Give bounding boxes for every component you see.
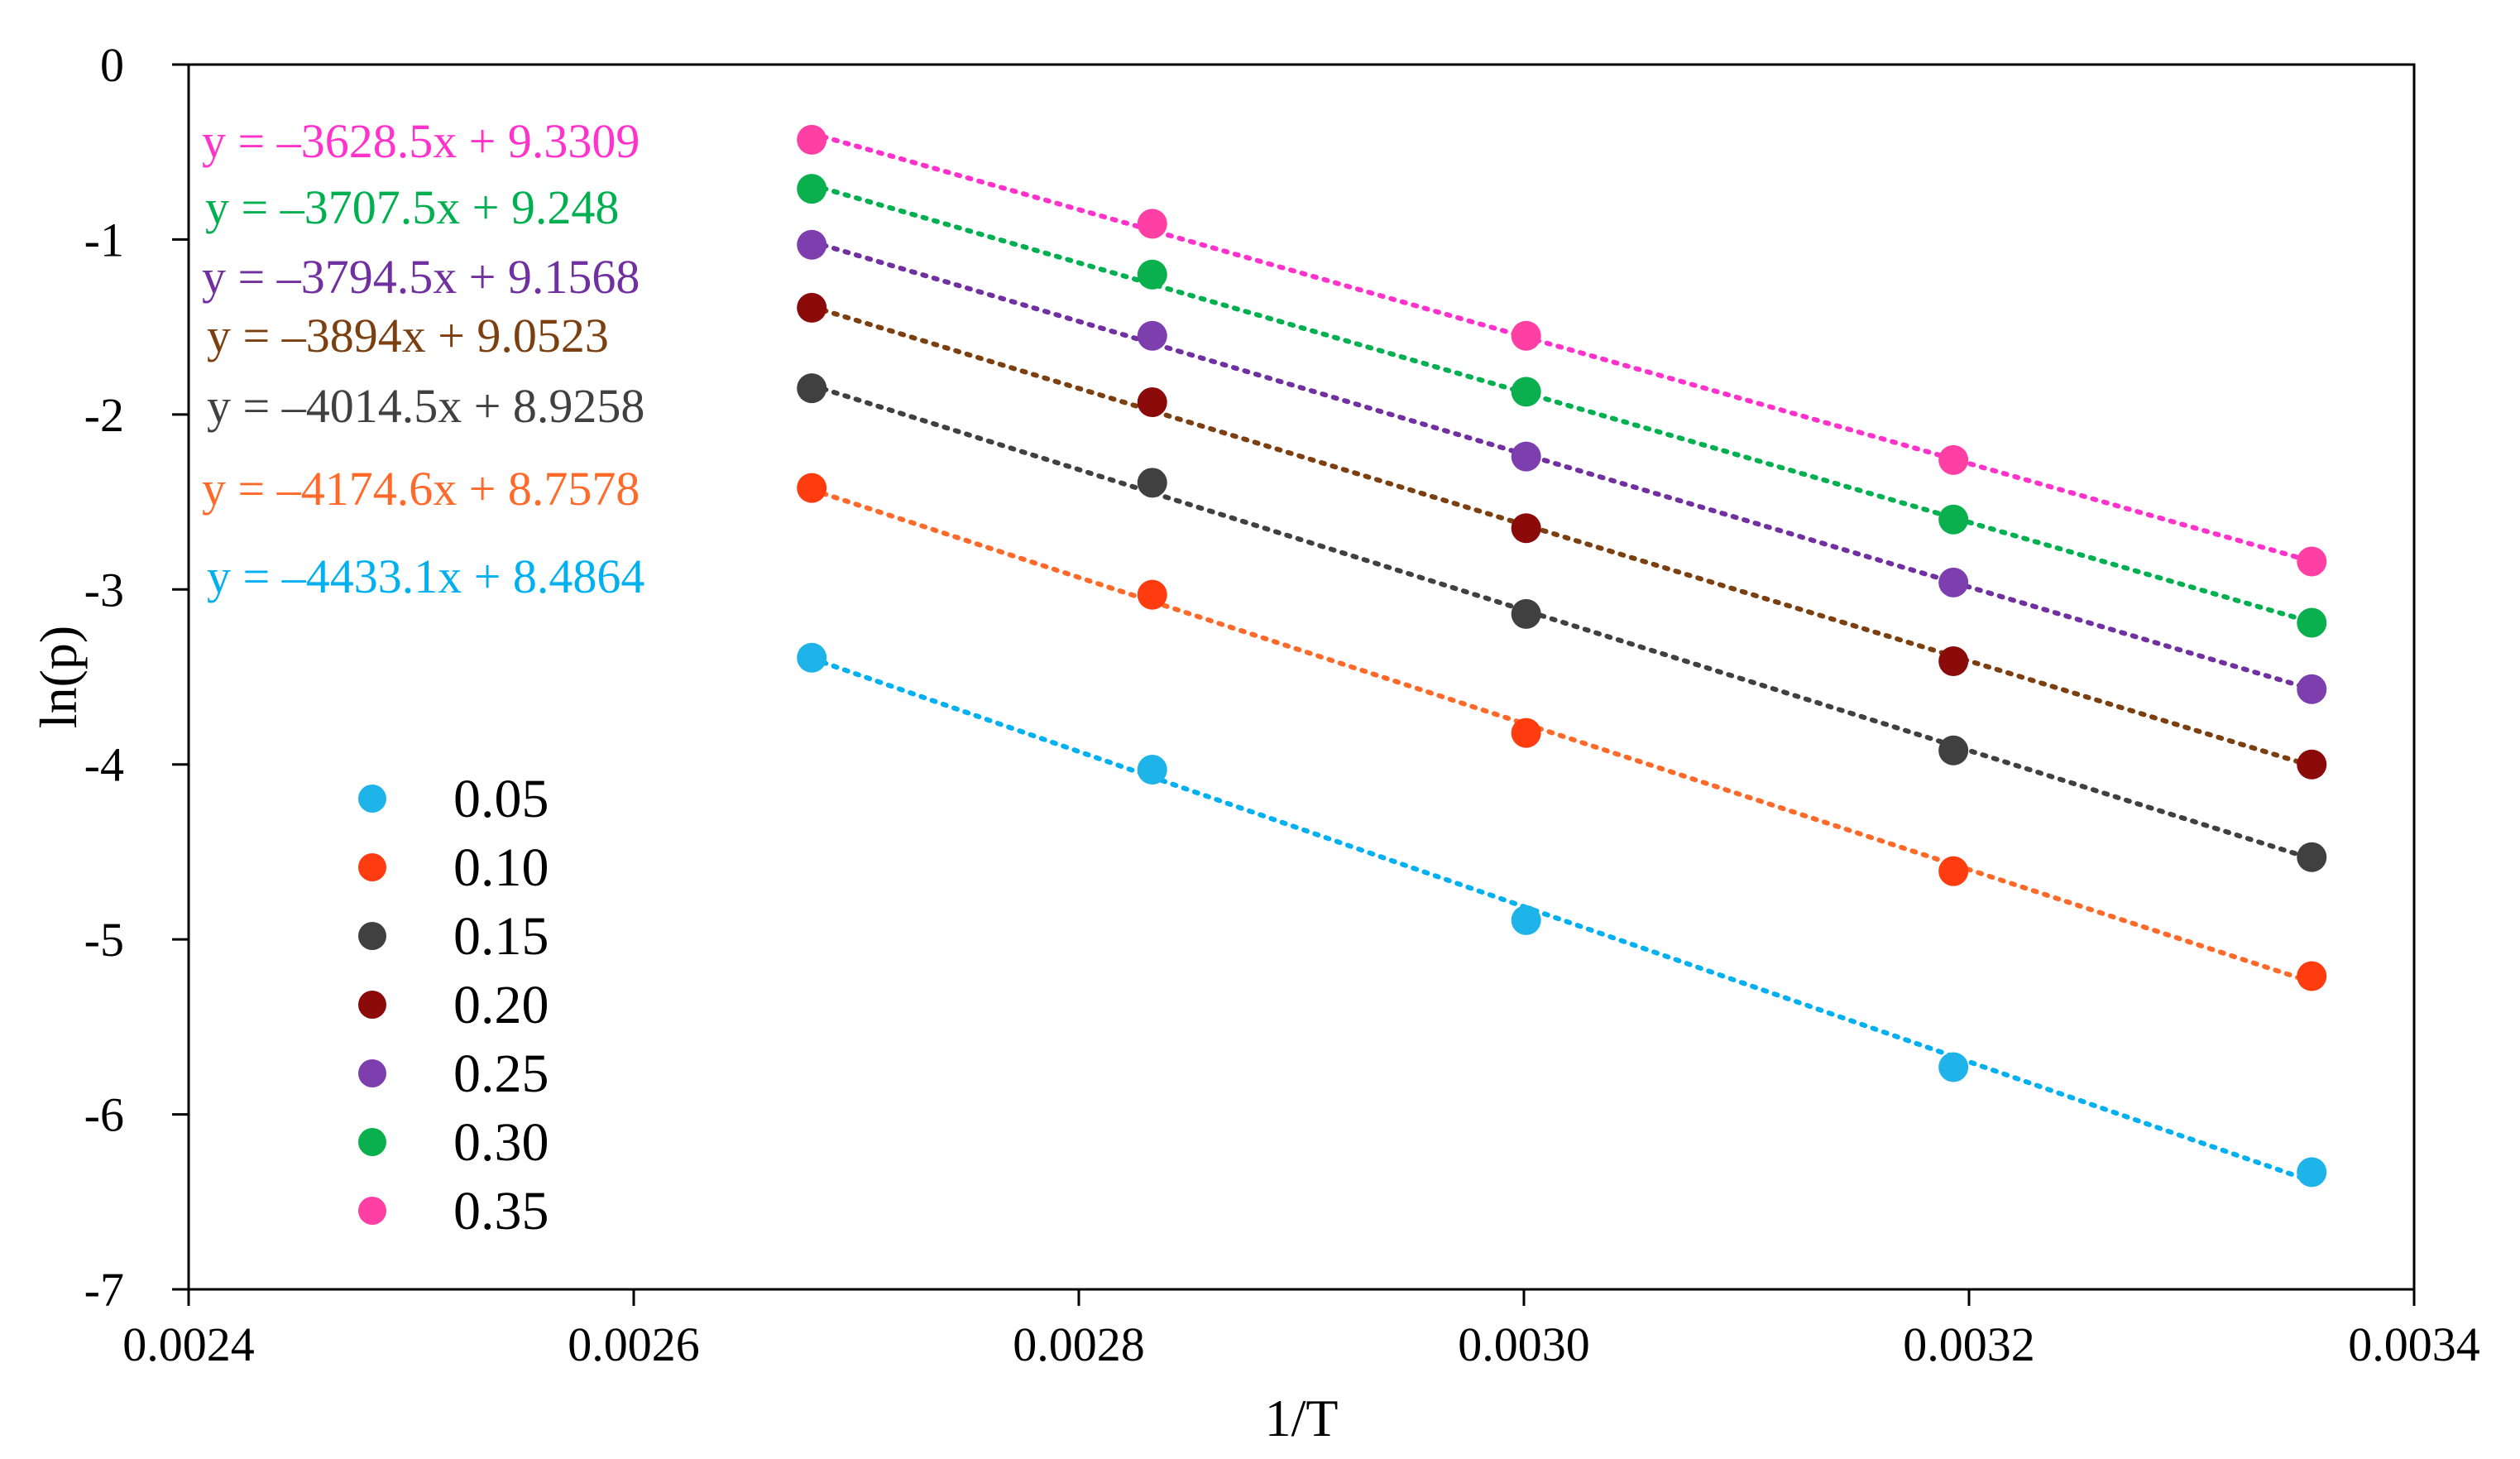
legend-marker-0.05: [358, 785, 386, 813]
data-point-0.35: [1511, 320, 1541, 351]
legend-label-0.15: 0.15: [453, 906, 549, 967]
y-tick-label: -4: [84, 738, 124, 792]
equation-label-0.25: y = –3794.5x + 9.1568: [202, 250, 640, 304]
equation-label-0.35: y = –3628.5x + 9.3309: [202, 114, 640, 168]
legend-label-0.05: 0.05: [453, 769, 549, 829]
y-tick-label: -6: [84, 1088, 124, 1142]
data-point-0.10: [1511, 718, 1541, 748]
trendline-equations: y = –3628.5x + 9.3309 y = –3707.5x + 9.24…: [202, 114, 644, 603]
y-axis-title: ln(p): [29, 626, 88, 728]
data-point-0.25: [1938, 567, 1969, 598]
data-point-0.25: [1511, 441, 1541, 472]
data-points: [797, 124, 2327, 1188]
x-tick-label: 0.0034: [2348, 1317, 2480, 1371]
equation-label-0.30: y = –3707.5x + 9.248: [205, 180, 619, 234]
legend-marker-0.25: [358, 1059, 386, 1087]
equation-label-0.10: y = –4174.6x + 8.7578: [202, 462, 640, 516]
data-point-0.20: [2297, 749, 2327, 780]
trendline-0.05: [809, 655, 2315, 1184]
legend-label-0.35: 0.35: [453, 1181, 549, 1241]
data-point-0.35: [2297, 546, 2327, 577]
data-point-0.30: [797, 174, 827, 204]
legend-label-0.25: 0.25: [453, 1044, 549, 1104]
trendlines: [809, 131, 2315, 1184]
data-point-0.05: [2297, 1157, 2327, 1188]
data-point-0.15: [797, 373, 827, 404]
data-point-0.35: [797, 124, 827, 155]
x-axis-title: 1/T: [1265, 1389, 1339, 1447]
equation-label-0.05: y = –4433.1x + 8.4864: [207, 550, 644, 603]
data-point-0.10: [2297, 961, 2327, 991]
legend-marker-0.20: [358, 991, 386, 1019]
data-point-0.15: [1938, 735, 1969, 765]
legend-label-0.30: 0.30: [453, 1112, 549, 1173]
equation-label-0.20: y = –3894x + 9.0523: [207, 309, 609, 362]
y-axis-ticks: 0 -1 -2 -3 -4 -5 -6 -7: [84, 38, 189, 1317]
data-point-0.20: [797, 292, 827, 323]
trendline-0.15: [809, 382, 2315, 861]
data-point-0.15: [1511, 598, 1541, 629]
y-tick-label: -1: [84, 213, 124, 266]
y-tick-label: -5: [84, 913, 124, 967]
y-tick-label: -7: [84, 1263, 124, 1317]
legend-marker-0.30: [358, 1128, 386, 1156]
x-tick-label: 0.0026: [568, 1317, 700, 1371]
data-point-0.10: [1137, 579, 1167, 610]
data-point-0.20: [1137, 387, 1167, 418]
data-point-0.25: [797, 229, 827, 260]
data-point-0.15: [1137, 468, 1167, 498]
data-point-0.30: [1511, 377, 1541, 407]
data-point-0.35: [1137, 209, 1167, 239]
legend-marker-0.15: [358, 922, 386, 950]
data-point-0.20: [1938, 646, 1969, 676]
data-point-0.30: [1938, 504, 1969, 535]
x-tick-label: 0.0024: [122, 1317, 255, 1371]
x-tick-label: 0.0030: [1458, 1317, 1590, 1371]
data-point-0.10: [1938, 856, 1969, 886]
equation-label-0.15: y = –4014.5x + 8.9258: [207, 379, 644, 433]
data-point-0.05: [1938, 1052, 1969, 1082]
legend-marker-0.35: [358, 1197, 386, 1225]
y-tick-label: -3: [84, 563, 124, 617]
data-point-0.35: [1938, 444, 1969, 475]
legend: 0.05 0.10 0.15 0.20 0.25 0.30 0.35: [358, 769, 549, 1241]
data-point-0.30: [1137, 259, 1167, 290]
data-point-0.05: [1511, 905, 1541, 935]
data-point-0.05: [797, 642, 827, 673]
legend-marker-0.10: [358, 853, 386, 881]
data-point-0.30: [2297, 607, 2327, 638]
trendline-0.20: [809, 304, 2315, 769]
data-point-0.25: [1137, 320, 1167, 351]
data-point-0.10: [797, 473, 827, 503]
data-point-0.25: [2297, 674, 2327, 704]
trendline-0.30: [809, 182, 2315, 625]
data-point-0.20: [1511, 513, 1541, 544]
data-point-0.15: [2297, 842, 2327, 872]
plot-frame: [187, 63, 2416, 1291]
x-tick-label: 0.0032: [1903, 1317, 2035, 1371]
y-tick-label: 0: [100, 38, 124, 92]
y-tick-label: -2: [84, 388, 124, 442]
x-axis-ticks: 0.0024 0.0026 0.0028 0.0030 0.0032 0.0034: [122, 1289, 2480, 1371]
trendline-0.35: [809, 131, 2315, 564]
legend-label-0.20: 0.20: [453, 975, 549, 1035]
x-tick-label: 0.0028: [1013, 1317, 1145, 1371]
data-point-0.05: [1137, 755, 1167, 785]
trendline-0.10: [809, 487, 2315, 985]
legend-label-0.10: 0.10: [453, 837, 549, 898]
